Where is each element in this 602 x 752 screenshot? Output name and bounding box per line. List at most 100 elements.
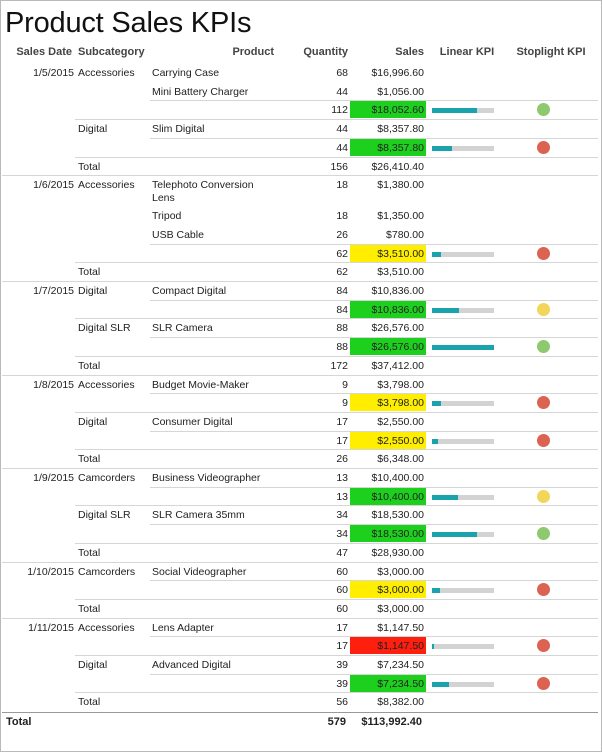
row-divider: [75, 119, 598, 121]
quantity: 26: [336, 453, 348, 466]
grand-total-label: Total: [6, 716, 32, 728]
sales-amount: $10,836.00: [371, 303, 424, 316]
row-divider: [75, 156, 598, 158]
linear-kpi-fill: [432, 588, 440, 594]
product-name: SLR Camera 35mm: [152, 509, 245, 522]
row-divider: [150, 430, 598, 432]
subcategory: Accessories: [78, 378, 135, 391]
quantity: 60: [336, 602, 348, 615]
quantity: 34: [336, 509, 348, 522]
subtotal-label: Total: [78, 160, 101, 173]
product-name: Carrying Case: [152, 67, 220, 79]
product-name: Mini Battery Charger: [152, 85, 249, 98]
subcategory: Camcorders: [78, 565, 136, 578]
quantity: 88: [336, 341, 348, 354]
sales-amount: $3,000.00: [377, 584, 424, 597]
stoplight-indicator: [537, 140, 550, 154]
sales-amount: $26,576.00: [371, 322, 424, 335]
linear-kpi-bar: [432, 108, 494, 114]
row-divider: [75, 449, 598, 451]
subcategory: Camcorders: [78, 472, 136, 484]
subcategory: Digital: [78, 659, 108, 671]
quantity: 17: [336, 434, 348, 447]
quantity: 84: [336, 303, 348, 316]
quantity: 62: [336, 247, 348, 260]
row-divider: [150, 580, 598, 582]
sales-kpi-highlight: [350, 138, 426, 156]
stoplight-indicator: [537, 676, 550, 690]
row-divider: [75, 318, 598, 320]
quantity: 39: [336, 677, 348, 690]
row-divider: [150, 100, 598, 102]
linear-kpi-fill: [432, 494, 458, 500]
linear-kpi-fill: [432, 345, 494, 351]
sales-amount: $18,530.00: [371, 509, 424, 522]
row-divider: [150, 137, 598, 139]
header-subcategory: Subcategory: [78, 46, 145, 58]
linear-kpi-bar: [432, 307, 494, 313]
linear-kpi-bar: [432, 145, 494, 151]
linear-kpi-fill: [432, 401, 441, 407]
quantity: 84: [336, 285, 348, 297]
row-divider: [150, 636, 598, 638]
linear-kpi-fill: [432, 681, 449, 687]
row-divider: [75, 505, 598, 507]
sales-amount: $26,410.40: [371, 160, 424, 173]
header-sales: Sales: [395, 46, 424, 58]
stoplight-indicator: [537, 340, 550, 354]
product-name: Telephoto Conversion Lens: [152, 179, 254, 205]
subcategory: Digital SLR: [78, 322, 131, 335]
quantity: 39: [336, 659, 348, 671]
header-sales-date: Sales Date: [16, 46, 72, 58]
quantity: 17: [336, 415, 348, 428]
stoplight-indicator: [537, 489, 550, 503]
linear-kpi-fill: [432, 307, 459, 313]
quantity: 112: [331, 104, 348, 117]
sales-amount: $37,412.00: [371, 359, 424, 372]
quantity: 44: [336, 85, 348, 98]
row-divider: [75, 655, 598, 656]
linear-kpi-bar: [432, 345, 494, 351]
product-name: USB Cable: [152, 228, 204, 241]
sales-amount: $3,510.00: [377, 247, 424, 260]
row-divider: [75, 542, 598, 544]
subtotal-label: Total: [78, 696, 101, 709]
linear-kpi-bar: [432, 401, 494, 407]
row-divider: [150, 393, 598, 395]
page-title: Product Sales KPIs: [5, 7, 252, 39]
sales-amount: $8,382.00: [377, 696, 424, 709]
stoplight-indicator: [537, 583, 550, 597]
stoplight-indicator: [537, 246, 550, 260]
row-divider: [75, 355, 598, 357]
group-divider: [2, 617, 598, 619]
row-divider: [150, 524, 598, 526]
quantity: 9: [342, 397, 348, 410]
sales-date: 1/7/2015: [33, 285, 74, 297]
product-name: Lens Adapter: [152, 621, 214, 634]
group-divider: [2, 374, 598, 376]
sales-kpi-highlight: [350, 637, 426, 655]
sales-date: 1/9/2015: [33, 472, 74, 484]
subtotal-label: Total: [78, 359, 101, 372]
linear-kpi-bar: [432, 588, 494, 594]
sales-amount: $3,510.00: [377, 266, 424, 279]
subtotal-label: Total: [78, 602, 101, 615]
group-divider: [2, 281, 598, 282]
sales-amount: $3,798.00: [377, 378, 424, 391]
linear-kpi-bar: [432, 532, 494, 538]
quantity: 26: [336, 228, 348, 241]
quantity: 34: [336, 528, 348, 541]
quantity: 13: [336, 490, 348, 503]
sales-amount: $780.00: [386, 228, 424, 241]
sales-amount: $2,550.00: [377, 434, 424, 447]
subtotal-label: Total: [78, 546, 101, 559]
subcategory: Accessories: [78, 67, 135, 79]
product-name: Business Videographer: [152, 472, 261, 484]
linear-kpi-fill: [432, 108, 477, 114]
group-divider: [2, 175, 598, 177]
linear-kpi-bar: [432, 438, 494, 444]
sales-amount: $3,000.00: [377, 565, 424, 578]
row-divider: [150, 299, 598, 301]
linear-kpi-bar: [432, 494, 494, 500]
sales-amount: $10,836.00: [371, 285, 424, 297]
